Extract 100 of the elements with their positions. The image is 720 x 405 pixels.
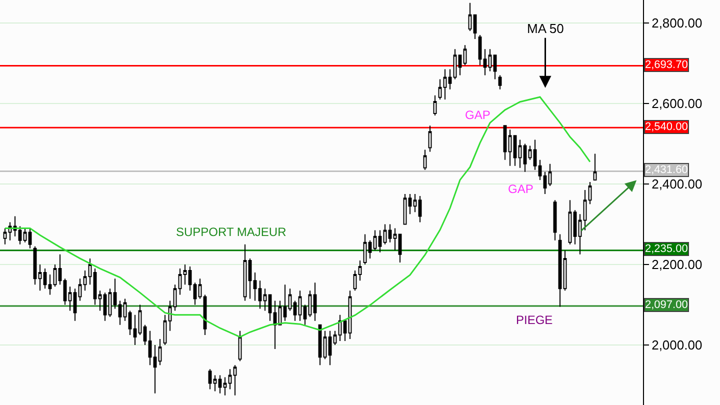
- candlestick: [58, 254, 62, 286]
- candlestick: [368, 240, 372, 259]
- candlestick: [223, 376, 227, 396]
- candlestick: [28, 228, 32, 249]
- annotation: PIEGE: [516, 313, 553, 327]
- candlestick: [533, 139, 537, 170]
- candlestick: [218, 374, 222, 394]
- y-tick-label: 2,000.00: [652, 338, 702, 353]
- candlestick: [18, 226, 22, 245]
- candlestick: [83, 270, 87, 292]
- candlestick: [363, 234, 367, 265]
- candlestick: [113, 278, 117, 310]
- annotation: MA 50: [527, 21, 564, 36]
- candlestick: [393, 228, 397, 251]
- candlestick: [508, 129, 512, 166]
- candlestick: [133, 314, 137, 346]
- candlestick: [343, 320, 347, 342]
- candlestick: [148, 330, 152, 366]
- candlestick: [243, 244, 247, 302]
- candlestick: [558, 234, 562, 308]
- candlestick: [78, 278, 82, 302]
- candlestick: [253, 272, 257, 302]
- candlestick: [233, 364, 237, 396]
- candlestick: [413, 194, 417, 213]
- candlestick: [443, 68, 447, 100]
- annotation: GAP: [508, 182, 534, 196]
- candlestick: [283, 284, 287, 322]
- candlestick: [263, 288, 267, 312]
- candlestick: [123, 298, 127, 322]
- candlestick: [418, 196, 422, 223]
- candlestick: [543, 171, 547, 195]
- candlestick: [573, 210, 577, 245]
- candlestick: [128, 310, 132, 336]
- candlestick: [548, 163, 552, 186]
- candlestick: [63, 278, 67, 306]
- candlestick: [208, 368, 212, 390]
- candlestick: [313, 282, 317, 322]
- candlestick: [298, 290, 302, 322]
- candlestick: [118, 300, 122, 326]
- candlestick: [523, 143, 527, 172]
- candlestick: [513, 135, 517, 166]
- candlestick: [138, 304, 142, 336]
- candlestick: [428, 125, 432, 152]
- line-series: [4, 96, 591, 338]
- y-tick-label: 2,400.00: [652, 176, 702, 192]
- ref-line-label: 2,431.60: [645, 164, 688, 176]
- candlestick: [308, 290, 312, 318]
- candlestick: [433, 94, 437, 116]
- candlestick: [68, 286, 72, 312]
- candlestick: [438, 78, 442, 100]
- candlestick: [483, 48, 487, 76]
- candlestick: [73, 288, 77, 322]
- candlestick: [398, 234, 402, 263]
- candlestick: [333, 330, 337, 346]
- candlestick: [188, 266, 192, 292]
- candlestick: [248, 258, 252, 300]
- candlestick: [378, 230, 382, 253]
- candlestick: [498, 74, 502, 90]
- candlestick: [43, 268, 47, 290]
- candlestick: [448, 68, 452, 90]
- candlestick: [103, 292, 107, 322]
- candlestick: [213, 374, 217, 392]
- y-tick-label: 2,600.00: [652, 96, 702, 112]
- candlestick: [88, 258, 92, 286]
- candlestick: [163, 314, 167, 346]
- candlestick: [183, 264, 187, 286]
- annotation: SUPPORT MAJEUR: [176, 225, 287, 239]
- candlestick: [323, 330, 327, 360]
- candlestick: [288, 288, 292, 312]
- candlestick: [143, 324, 147, 346]
- candlestick: [583, 190, 587, 231]
- candlestick: [463, 44, 467, 66]
- candlestick: [478, 34, 482, 66]
- candlestick: [528, 145, 532, 160]
- ref-line-label: 2,235.00: [645, 243, 688, 255]
- candlestick: [588, 181, 592, 205]
- candlestick: [38, 264, 42, 292]
- candlestick: [423, 149, 427, 170]
- candlestick: [178, 268, 182, 296]
- candlestick: [3, 228, 7, 245]
- candlestick: [408, 194, 412, 215]
- candlestick: [353, 270, 357, 292]
- ref-line-label: 2,540.00: [645, 121, 688, 133]
- candlestick: [193, 282, 197, 306]
- candlestick: [538, 159, 542, 180]
- candlestick: [48, 274, 52, 296]
- candlestick: [473, 14, 477, 40]
- candlestick: [158, 338, 162, 366]
- candlestick: [153, 344, 157, 394]
- candlestick: [458, 54, 462, 76]
- candlestick: [228, 368, 232, 390]
- candlestick: [258, 280, 262, 310]
- candlestick: [358, 260, 362, 282]
- candlestick: [383, 224, 387, 245]
- y-tick-label: 2,800.00: [652, 16, 702, 30]
- candlestick: [198, 278, 202, 300]
- candlestick: [593, 153, 597, 180]
- candlestick: [23, 228, 27, 243]
- candlestick: [518, 139, 522, 168]
- candlestick: [578, 214, 582, 255]
